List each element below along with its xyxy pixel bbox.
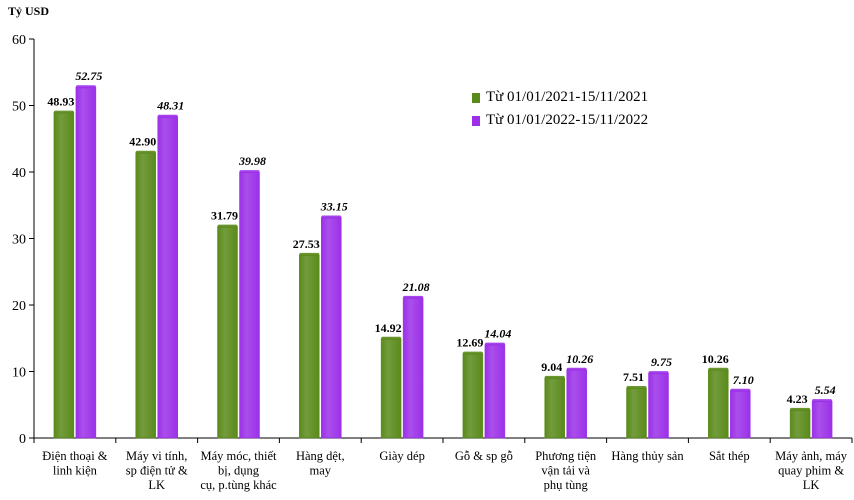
- bar-cap: [321, 215, 342, 219]
- y-tick-label: 20: [12, 299, 26, 314]
- bar-cap: [484, 342, 505, 346]
- data-label-2022: 52.75: [75, 69, 102, 83]
- data-label-2022: 33.15: [320, 200, 348, 214]
- x-category-label: Máy vi tính,: [126, 449, 187, 463]
- x-category-label: quay phim &: [778, 464, 844, 478]
- bar-cap: [708, 367, 729, 371]
- bar-2021: [789, 409, 811, 439]
- bar-2021: [626, 387, 647, 439]
- y-tick-label: 30: [12, 233, 26, 248]
- x-category-label: Gỗ & sp gỗ: [455, 449, 513, 463]
- legend-item-2021: Từ 01/01/2021-15/11/2021: [472, 86, 648, 109]
- legend-swatch-2021: [472, 92, 480, 103]
- data-label-2021: 4.23: [787, 392, 808, 406]
- bar-cap: [135, 150, 156, 154]
- bar-cap: [75, 85, 96, 89]
- bar-2022: [648, 372, 669, 439]
- bar-2022: [566, 369, 587, 439]
- data-label-2022: 10.26: [566, 352, 593, 366]
- data-label-2022: 21.08: [402, 280, 430, 294]
- x-category-label: Sắt thép: [709, 449, 750, 463]
- bar-cap: [53, 110, 74, 114]
- data-label-2021: 12.69: [456, 336, 483, 350]
- bar-2021: [135, 152, 156, 439]
- bar-2021: [299, 254, 320, 439]
- x-category-label: Phương tiện: [535, 449, 597, 463]
- y-tick-label: 0: [19, 432, 26, 447]
- x-category-label: Máy ảnh, máy: [775, 449, 848, 463]
- x-category-label: bị, dụng: [218, 464, 260, 478]
- bar-cap: [790, 407, 811, 411]
- bar-cap: [403, 295, 424, 299]
- y-axis-label: Tỷ USD: [8, 4, 50, 18]
- data-label-2021: 7.51: [623, 370, 644, 384]
- x-category-label: linh kiện: [53, 464, 98, 478]
- data-label-2021: 14.92: [375, 321, 402, 335]
- x-category-label: sp điện tử &: [126, 464, 188, 478]
- bar-2021: [53, 112, 75, 439]
- x-category-label: Hàng thủy sản: [611, 449, 684, 463]
- bar-2021: [462, 353, 484, 439]
- bar-cap: [299, 252, 320, 256]
- legend: Từ 01/01/2021-15/11/2021 Từ 01/01/2022-1…: [472, 86, 648, 132]
- x-category-label: Hàng dệt,: [296, 449, 345, 463]
- bar-cap: [566, 367, 587, 371]
- bar-cap: [730, 388, 751, 392]
- legend-swatch-2022: [472, 115, 480, 126]
- bar-2022: [157, 116, 178, 439]
- y-tick-label: 60: [12, 33, 26, 48]
- bar-2022: [730, 390, 751, 439]
- bar-2022: [484, 344, 506, 439]
- bar-cap: [626, 386, 647, 390]
- bar-2022: [75, 86, 97, 439]
- legend-label-2022: Từ 01/01/2022-15/11/2022: [486, 112, 649, 128]
- x-category-label: LK: [148, 478, 165, 492]
- legend-item-2022: Từ 01/01/2022-15/11/2022: [472, 109, 648, 132]
- bar-2021: [544, 377, 565, 439]
- x-category-label: cụ, p.tùng khác: [200, 478, 277, 492]
- data-label-2022: 9.75: [651, 355, 672, 369]
- data-label-2021: 48.93: [47, 95, 74, 109]
- y-tick-label: 50: [12, 100, 26, 115]
- bar-2022: [402, 297, 424, 439]
- bar-cap: [239, 170, 260, 174]
- x-category-label: vận tải và: [541, 464, 590, 478]
- bar-cap: [217, 224, 238, 228]
- bar-cap: [157, 114, 178, 118]
- bar-cap: [648, 371, 669, 375]
- data-label-2022: 7.10: [733, 373, 754, 387]
- y-tick-label: 40: [12, 166, 26, 181]
- x-category-label: Máy móc, thiết: [200, 449, 277, 463]
- data-label-2021: 9.04: [541, 360, 562, 374]
- data-label-2021: 31.79: [211, 209, 238, 223]
- bar-cap: [381, 336, 402, 340]
- data-label-2021: 42.90: [129, 135, 156, 149]
- bar-cap: [812, 399, 833, 403]
- data-label-2021: 10.26: [702, 352, 729, 366]
- bar-cap: [462, 351, 483, 355]
- x-category-label: phụ tùng: [544, 478, 589, 492]
- data-label-2022: 39.98: [238, 154, 266, 168]
- data-label-2022: 14.04: [484, 327, 511, 341]
- bar-2022: [811, 400, 833, 439]
- x-category-label: Điện thoại &: [42, 449, 108, 463]
- y-tick-label: 10: [12, 366, 26, 381]
- data-label-2021: 27.53: [293, 237, 320, 251]
- bar-2021: [380, 338, 402, 439]
- legend-label-2021: Từ 01/01/2021-15/11/2021: [486, 89, 649, 105]
- bar-2021: [217, 226, 238, 439]
- bar-cap: [544, 375, 565, 379]
- data-label-2022: 5.54: [815, 383, 836, 397]
- bar-2021: [708, 369, 729, 439]
- x-category-label: may: [310, 464, 332, 478]
- x-category-label: LK: [803, 478, 820, 492]
- data-label-2022: 48.31: [156, 99, 184, 113]
- bar-2022: [239, 171, 260, 439]
- bar-2022: [321, 217, 342, 439]
- x-category-label: Giày dép: [379, 449, 424, 463]
